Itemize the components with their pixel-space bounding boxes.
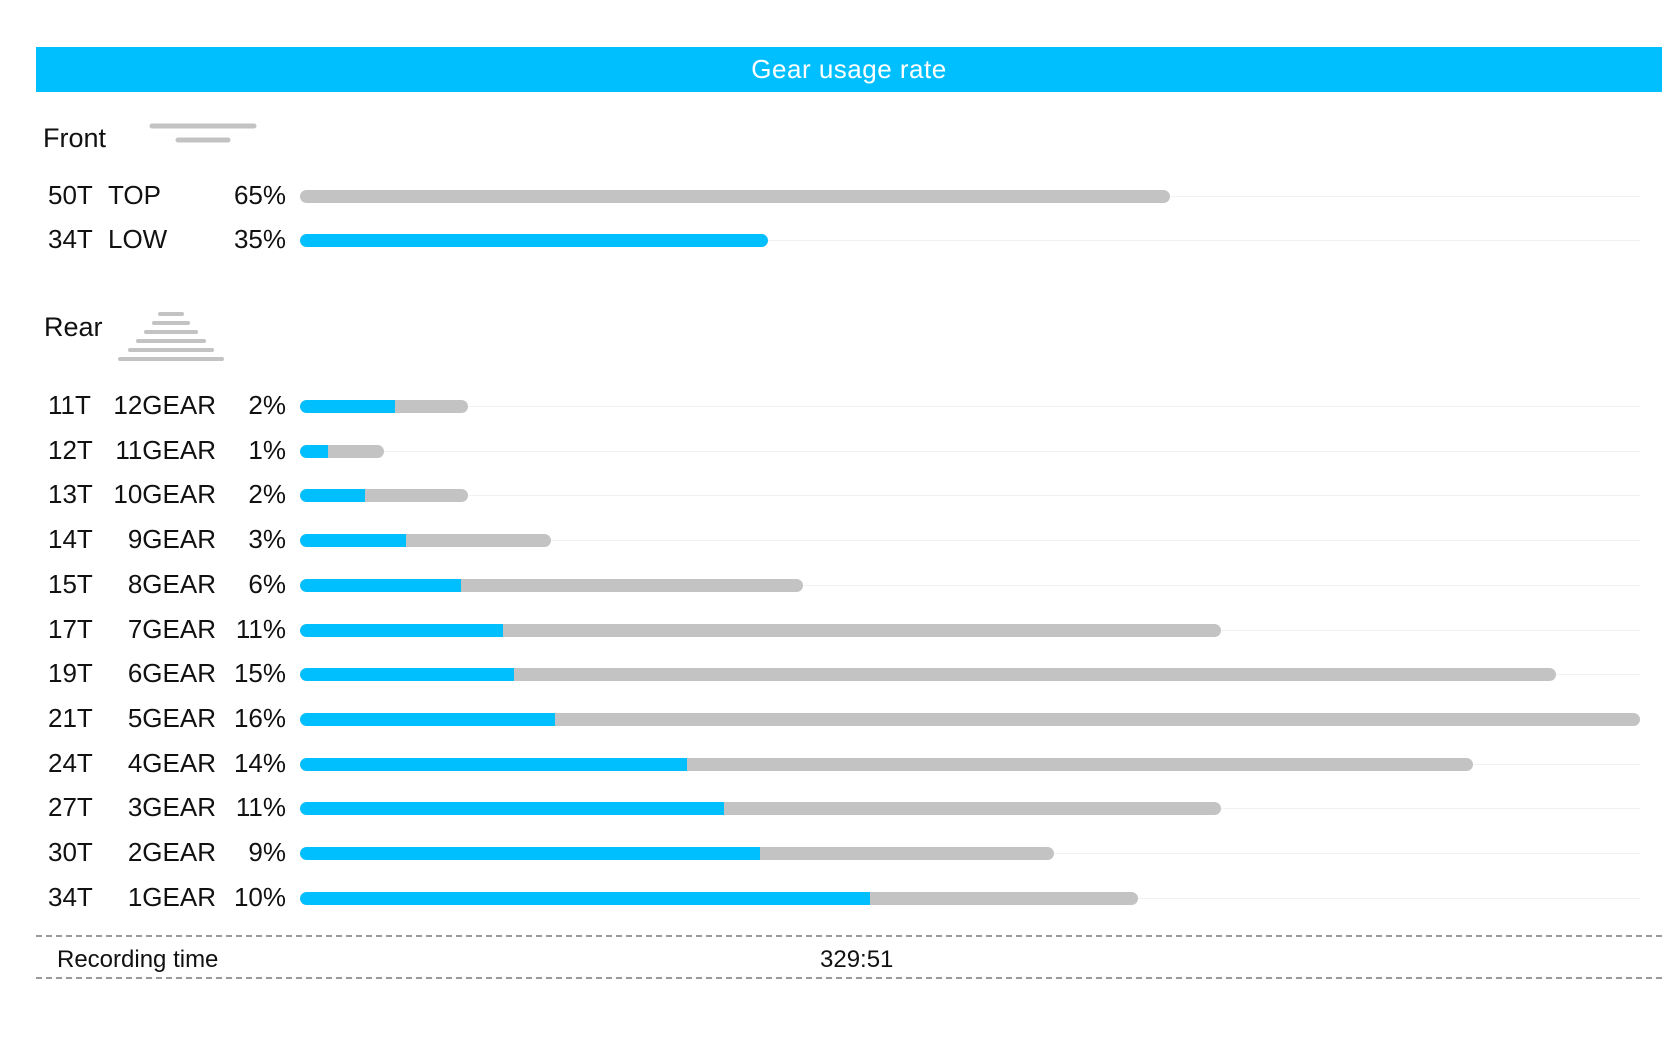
gear-label: 8GEAR [127, 568, 216, 599]
usage-bar [300, 489, 468, 503]
row-guide-line [300, 240, 1640, 241]
percent-label: 11% [235, 792, 286, 823]
usage-bar [300, 400, 468, 413]
gear-label: 2GEAR [127, 837, 216, 867]
row-guide-line [300, 450, 1640, 452]
tooth-count-label: 12T [48, 434, 93, 465]
percent-label: 16% [233, 702, 286, 733]
usage-bar [300, 802, 1222, 816]
usage-bar [300, 891, 1138, 905]
percent-label: 6% [248, 568, 286, 599]
tooth-count-label: 24T [48, 747, 93, 778]
usage-bar-highlight [300, 578, 461, 592]
percent-label: 15% [233, 658, 286, 689]
percent-label: 2% [248, 390, 286, 420]
gear-row: 27T 3GEAR 11% [0, 792, 1680, 822]
tooth-count-label: 11T [48, 390, 91, 420]
tooth-count-label: 17T [48, 613, 93, 644]
usage-bar [300, 234, 769, 247]
gear-row: 12T 11GEAR 1% [0, 435, 1680, 465]
tooth-count-label: 21T [48, 702, 93, 733]
usage-bar [300, 712, 1640, 726]
usage-bar [300, 534, 552, 548]
tooth-count-label: 19T [48, 658, 93, 689]
row-guide-line [300, 540, 1640, 542]
footer-top-divider [36, 935, 1662, 937]
tooth-count-label: 14T [48, 524, 93, 555]
percent-label: 11% [235, 613, 286, 644]
gear-label: 7GEAR [127, 613, 216, 644]
recording-time-label: Recording time [57, 946, 219, 973]
gear-label: 1GEAR [127, 881, 216, 912]
percent-label: 35% [233, 224, 286, 254]
tooth-count-label: 27T [48, 792, 93, 823]
usage-bar-highlight [300, 891, 870, 905]
usage-bar-highlight [300, 668, 514, 682]
gear-row: 50T TOP 65% [0, 180, 1680, 210]
usage-bar-highlight [300, 623, 503, 637]
tooth-count-label: 13T [48, 479, 93, 510]
gear-label: 3GEAR [127, 792, 216, 823]
recording-time-value: 329:51 [820, 946, 894, 973]
usage-bar [300, 578, 803, 592]
row-guide-line [300, 584, 1640, 586]
gear-row: 34T LOW 35% [0, 224, 1680, 254]
gear-label: 12GEAR [113, 390, 216, 420]
gear-row: 30T 2GEAR 9% [0, 837, 1680, 867]
usage-bar-highlight [300, 444, 329, 458]
percent-label: 1% [248, 434, 286, 465]
header-title: Gear usage rate [751, 54, 947, 84]
gear-label: 6GEAR [127, 658, 216, 689]
gear-row: 11T 12GEAR 2% [0, 390, 1680, 420]
gear-row: 19T 6GEAR 15% [0, 658, 1680, 688]
gear-row: 15T 8GEAR 6% [0, 569, 1680, 599]
rear-section-title: Rear [44, 312, 103, 342]
percent-label: 14% [233, 747, 286, 778]
gear-label: TOP [108, 180, 161, 210]
gear-label: 10GEAR [113, 479, 216, 510]
tooth-count-label: 34T [48, 881, 93, 912]
rear-cassette-icon [118, 312, 224, 361]
tooth-count-label: 34T [48, 224, 93, 254]
percent-label: 65% [233, 180, 286, 210]
gear-label: 11GEAR [115, 434, 216, 465]
gear-label: LOW [108, 224, 168, 254]
tooth-count-label: 50T [48, 180, 93, 210]
usage-bar-highlight [300, 234, 769, 247]
usage-bar-highlight [300, 400, 396, 413]
usage-bar-highlight [300, 712, 555, 726]
usage-bar [300, 757, 1473, 771]
gear-row: 14T 9GEAR 3% [0, 524, 1680, 554]
percent-label: 2% [248, 479, 286, 510]
front-chainring-icon [149, 123, 257, 143]
gear-label: 9GEAR [127, 524, 216, 555]
tooth-count-label: 30T [48, 837, 93, 867]
usage-bar-highlight [300, 489, 366, 503]
gear-row: 17T 7GEAR 11% [0, 614, 1680, 644]
usage-bar [300, 444, 384, 458]
usage-bar-highlight [300, 534, 406, 548]
gear-row: 13T 10GEAR 2% [0, 479, 1680, 509]
percent-label: 10% [233, 881, 286, 912]
usage-bar-highlight [300, 847, 760, 860]
usage-bar [300, 190, 1170, 203]
gear-row: 21T 5GEAR 16% [0, 703, 1680, 733]
gear-row: 34T 1GEAR 10% [0, 882, 1680, 912]
gear-row: 24T 4GEAR 14% [0, 748, 1680, 778]
gear-label: 4GEAR [127, 747, 216, 778]
percent-label: 3% [248, 524, 286, 555]
usage-bar [300, 623, 1222, 637]
row-guide-line [300, 406, 1640, 407]
front-section-title: Front [43, 123, 107, 153]
usage-bar [300, 847, 1054, 860]
footer-bottom-divider [36, 977, 1662, 979]
gear-label: 5GEAR [127, 702, 216, 733]
usage-bar-highlight [300, 802, 724, 816]
row-guide-line [300, 495, 1640, 497]
usage-bar-highlight [300, 757, 687, 771]
usage-bar [300, 668, 1557, 682]
gear-usage-rate-header: Gear usage rate [36, 47, 1662, 92]
tooth-count-label: 15T [48, 568, 93, 599]
percent-label: 9% [248, 837, 286, 867]
